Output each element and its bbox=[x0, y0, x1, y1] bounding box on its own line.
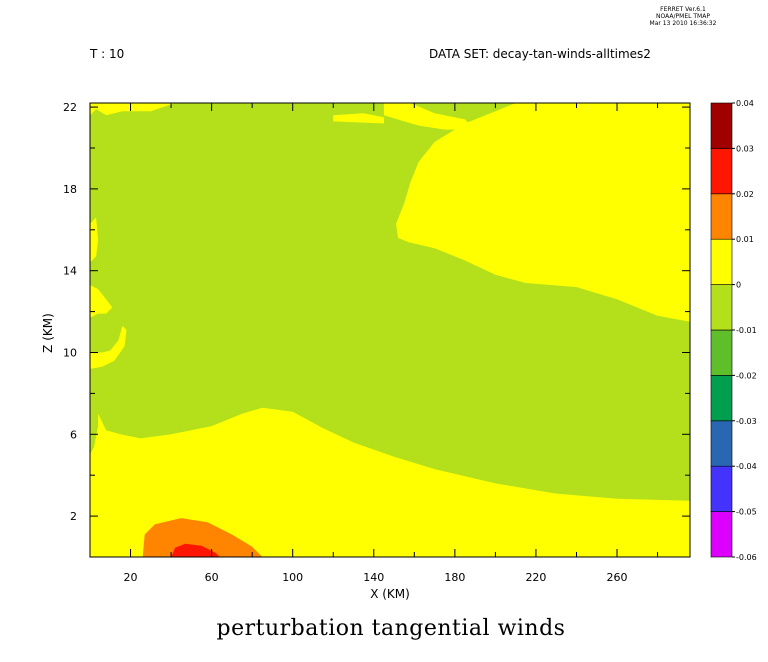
colorbar-label: -0.04 bbox=[736, 462, 757, 471]
dataset-label: DATA SET: decay-tan-winds-alltimes2 bbox=[429, 47, 651, 61]
region-positive-speckle bbox=[90, 103, 176, 116]
region-positive-speckle bbox=[90, 285, 113, 318]
colorbar-swatch bbox=[710, 511, 733, 558]
region-positive-speckle bbox=[90, 325, 127, 369]
axes: 20 60 100 140 180 220 260 2 6 10 14 18 22 bbox=[63, 101, 690, 584]
time-label: T : 10 bbox=[90, 47, 125, 61]
x-tick-label: 180 bbox=[444, 571, 465, 584]
region-positive-max bbox=[142, 518, 263, 557]
plot-area bbox=[90, 103, 690, 557]
colorbar-swatch bbox=[710, 193, 733, 240]
colorbar-label: 0.03 bbox=[736, 144, 754, 153]
colorbar-swatch bbox=[710, 420, 733, 467]
region-negative-small bbox=[90, 103, 690, 501]
bottom-title: perturbation tangential winds bbox=[216, 616, 566, 641]
x-tick-label: 100 bbox=[282, 571, 303, 584]
region-positive-max bbox=[171, 543, 220, 557]
colorbar-label: -0.03 bbox=[736, 417, 757, 426]
region-positive-speckle bbox=[90, 217, 99, 263]
colorbar-label: 0.01 bbox=[736, 235, 754, 244]
stamp-org: NOAA/PMEL TMAP bbox=[656, 13, 710, 20]
colorbar-swatch bbox=[710, 329, 733, 376]
plot-frame bbox=[89, 102, 691, 558]
colorbar-label: -0.02 bbox=[736, 371, 757, 380]
x-axis-label: X (KM) bbox=[370, 587, 410, 601]
y-tick-label: 22 bbox=[63, 101, 77, 114]
colorbar-swatch bbox=[710, 148, 733, 195]
x-tick-label: 260 bbox=[607, 571, 628, 584]
stamp-date: Mar 13 2010 16:36:32 bbox=[649, 20, 717, 27]
y-tick-label: 14 bbox=[63, 265, 77, 278]
colorbar-swatch bbox=[710, 375, 733, 422]
y-tick-label: 18 bbox=[63, 183, 77, 196]
colorbar-label: -0.05 bbox=[736, 508, 757, 517]
y-tick-label: 10 bbox=[63, 346, 77, 359]
colorbar-label: -0.06 bbox=[736, 553, 757, 562]
colorbar-label: 0.04 bbox=[736, 99, 754, 108]
colorbar-label: 0 bbox=[736, 281, 741, 290]
x-tick-label: 140 bbox=[363, 571, 384, 584]
colorbar-swatch bbox=[710, 102, 733, 149]
x-tick-label: 20 bbox=[124, 571, 138, 584]
stamp-version: FERRET Ver.6.1 bbox=[660, 6, 706, 13]
colorbar-swatch bbox=[710, 465, 733, 512]
colorbar-swatch bbox=[710, 284, 733, 331]
y-axis-label: Z (KM) bbox=[41, 313, 55, 353]
y-tick-label: 2 bbox=[70, 510, 77, 523]
colorbar-label: -0.01 bbox=[736, 326, 757, 335]
x-tick-label: 60 bbox=[205, 571, 219, 584]
y-tick-label: 6 bbox=[70, 428, 77, 441]
x-tick-label: 220 bbox=[525, 571, 546, 584]
colorbar: -0.06 -0.05 -0.04 -0.03 -0.02 -0.01 0 0.01 0.02 0… bbox=[710, 99, 757, 562]
ferret-stamp: FERRET Ver.6.1 NOAA/PMEL TMAP Mar 13 201… bbox=[648, 6, 718, 27]
region-positive-speckle bbox=[383, 103, 476, 130]
colorbar-swatch bbox=[710, 238, 733, 285]
colorbar-label: 0.02 bbox=[736, 190, 754, 199]
region-positive-speckle bbox=[333, 113, 384, 124]
